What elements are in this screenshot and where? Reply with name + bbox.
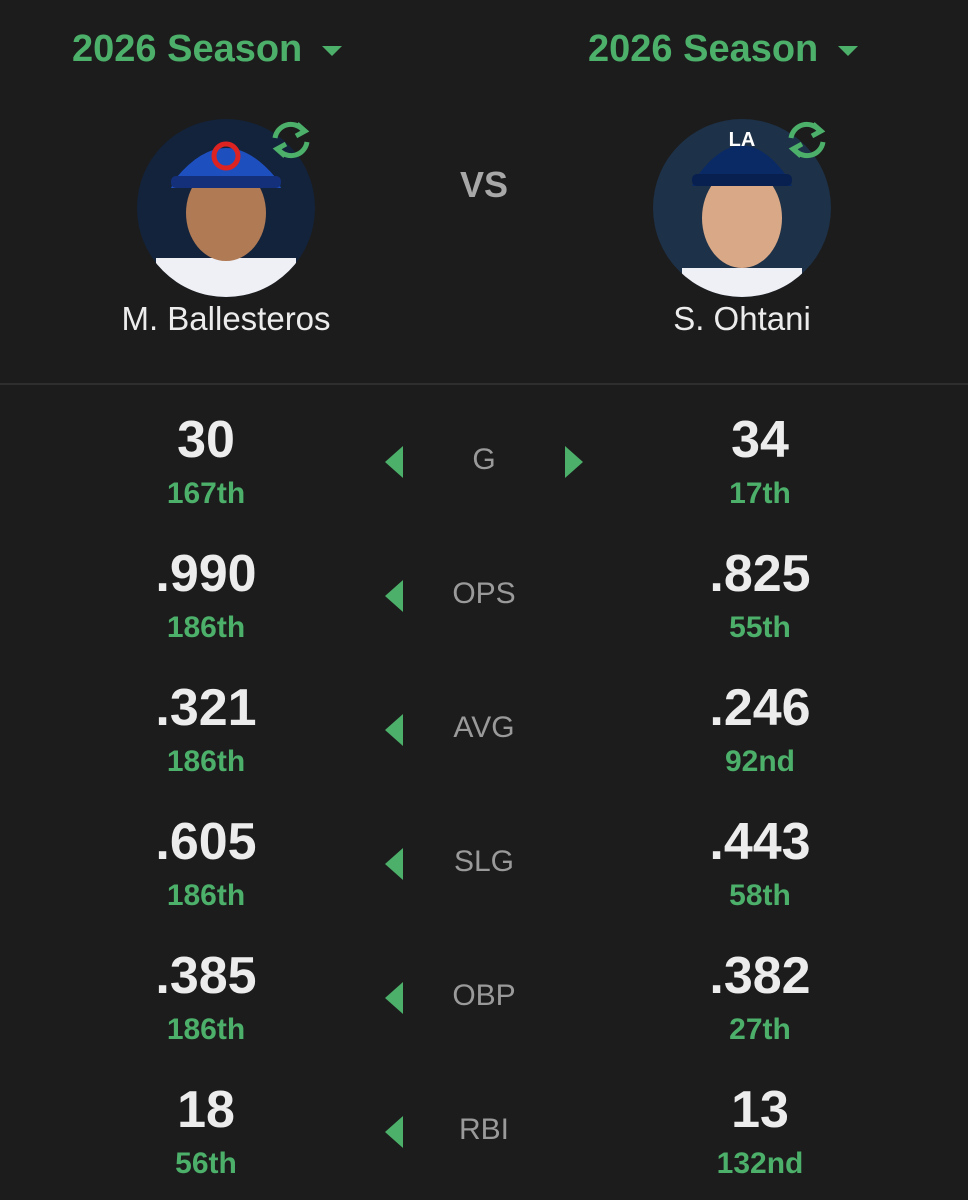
stat-value: .443	[709, 813, 811, 871]
stat-label: RBI	[458, 1113, 510, 1146]
stat-rank: 58th	[729, 879, 791, 912]
prev-arrow[interactable]	[382, 444, 406, 480]
prev-arrow[interactable]	[382, 1114, 406, 1150]
divider	[0, 383, 968, 385]
stat-value: .990	[155, 545, 257, 603]
stat-value: .246	[709, 679, 811, 737]
prev-arrow[interactable]	[382, 712, 406, 748]
stat-label: AVG	[453, 711, 515, 744]
season-selector[interactable]: 2026 Season	[72, 28, 343, 71]
dropdown-caret[interactable]	[837, 44, 859, 58]
season-selector[interactable]: 2026 Season	[588, 28, 859, 71]
prev-arrow[interactable]	[382, 980, 406, 1016]
versus-label: VS	[459, 164, 509, 205]
svg-text:LA: LA	[729, 129, 756, 151]
season-label[interactable]: 2026 Season	[588, 28, 819, 70]
player-avatar[interactable]: LA	[652, 118, 852, 298]
stat-value: .385	[155, 947, 257, 1005]
stat-rank: 167th	[166, 477, 246, 510]
stat-value: .321	[155, 679, 257, 737]
stat-value: 18	[177, 1081, 235, 1139]
stat-rank: 186th	[166, 1013, 246, 1046]
stat-rank: 186th	[166, 745, 246, 778]
prev-arrow[interactable]	[382, 578, 406, 614]
stat-value: 30	[177, 411, 235, 469]
stat-rank: 55th	[729, 611, 791, 644]
stat-label: OBP	[452, 979, 516, 1012]
stat-value: 34	[731, 411, 789, 469]
stat-value: .382	[709, 947, 811, 1005]
stat-rank: 92nd	[724, 745, 796, 778]
stat-rank: 132nd	[716, 1147, 804, 1180]
player-name: M. Ballesteros	[121, 300, 331, 337]
stat-label: G	[472, 443, 496, 476]
stat-value: .825	[709, 545, 811, 603]
stat-rank: 186th	[166, 879, 246, 912]
stat-rank: 17th	[729, 477, 791, 510]
prev-arrow[interactable]	[382, 846, 406, 882]
stat-rank: 27th	[729, 1013, 791, 1046]
stat-label: OPS	[452, 577, 516, 610]
stat-value: .605	[155, 813, 257, 871]
stat-rank: 186th	[166, 611, 246, 644]
player-avatar[interactable]	[136, 118, 336, 298]
season-label[interactable]: 2026 Season	[72, 28, 303, 70]
dropdown-caret[interactable]	[321, 44, 343, 58]
stat-rank: 56th	[175, 1147, 237, 1180]
stat-label: SLG	[453, 845, 515, 878]
next-arrow[interactable]	[562, 444, 586, 480]
player-name: S. Ohtani	[673, 300, 811, 337]
stat-value: 13	[731, 1081, 789, 1139]
